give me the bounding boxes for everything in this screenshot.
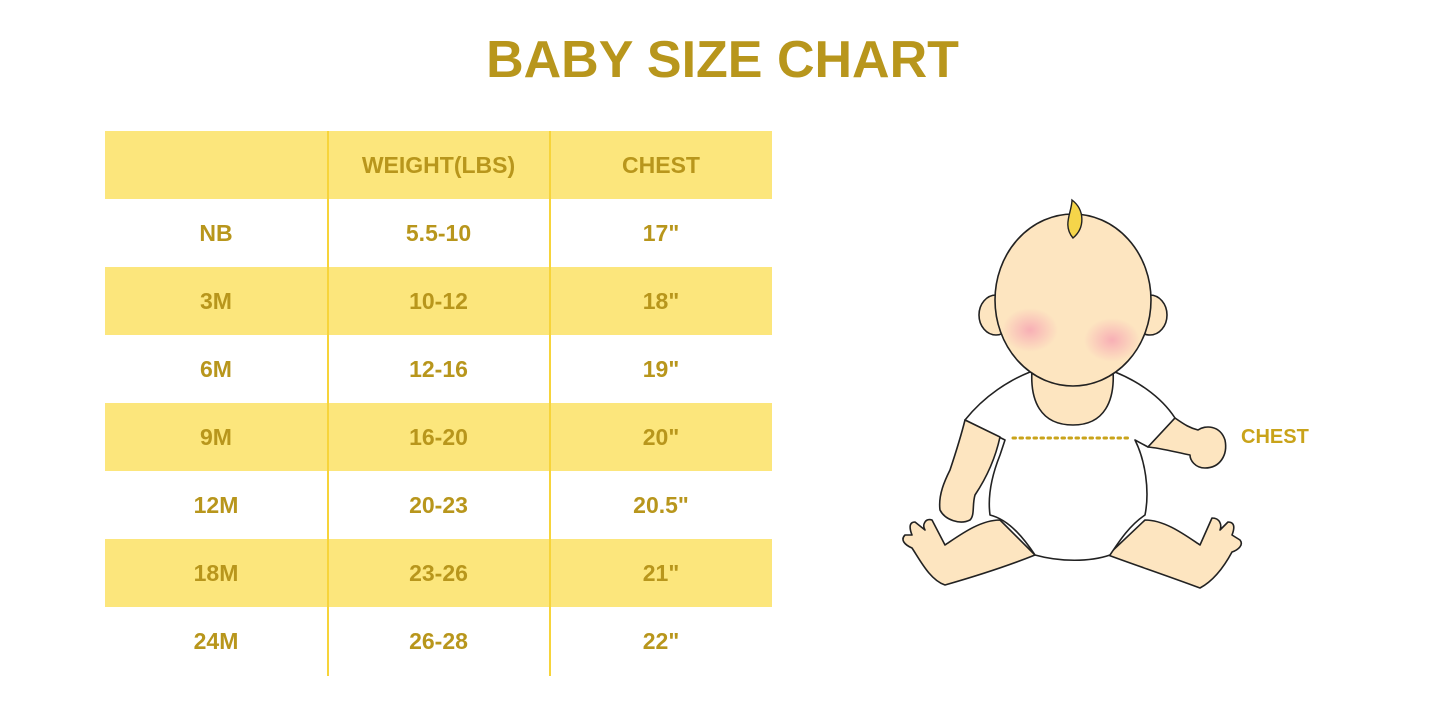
weight-cell: 26-28 xyxy=(409,627,468,654)
weight-cell: 20-23 xyxy=(409,491,468,518)
left-cheek xyxy=(1002,308,1058,352)
weight-cell: 12-16 xyxy=(409,355,468,382)
header-weight: WEIGHT(LBS) xyxy=(361,151,516,178)
chest-cell: 17" xyxy=(642,219,680,246)
column-divider xyxy=(549,131,551,676)
weight-cell: 10-12 xyxy=(409,287,468,314)
table-row: 12M 20-23 20.5" xyxy=(105,471,772,539)
table-row: NB 5.5-10 17" xyxy=(105,199,772,267)
chest-cell: 22" xyxy=(642,627,680,654)
page-title: BABY SIZE CHART xyxy=(486,31,959,89)
header-chest: CHEST xyxy=(622,151,700,178)
chest-cell: 18" xyxy=(642,287,680,314)
shirt xyxy=(964,371,1176,561)
weight-cell: 5.5-10 xyxy=(405,219,472,246)
size-cell: 18M xyxy=(193,559,239,586)
table-header-row: WEIGHT(LBS) CHEST xyxy=(105,131,772,199)
table-row: 6M 12-16 19" xyxy=(105,335,772,403)
size-cell: 9M xyxy=(200,423,232,450)
table-row: 9M 16-20 20" xyxy=(105,403,772,471)
weight-cell: 23-26 xyxy=(409,559,468,586)
left-arm xyxy=(938,419,1001,523)
table-row: 18M 23-26 21" xyxy=(105,539,772,607)
table-row: 24M 26-28 22" xyxy=(105,607,772,675)
size-cell: 6M xyxy=(200,355,232,382)
size-cell: 12M xyxy=(193,491,239,518)
right-leg xyxy=(1107,517,1243,589)
left-leg xyxy=(902,518,1036,586)
size-table: WEIGHT(LBS) CHEST NB 5.5-10 17" 3M 10-12 18" 6… xyxy=(105,131,772,675)
chest-cell: 21" xyxy=(642,559,680,586)
size-cell: 24M xyxy=(193,627,239,654)
column-divider xyxy=(327,131,329,676)
hair-curl xyxy=(1067,198,1083,239)
size-cell: NB xyxy=(199,219,233,246)
right-cheek xyxy=(1084,318,1140,362)
size-cell: 3M xyxy=(200,287,232,314)
chest-cell: 20.5" xyxy=(633,491,689,518)
table-row: 3M 10-12 18" xyxy=(105,267,772,335)
right-arm xyxy=(1147,417,1227,469)
head xyxy=(994,213,1152,387)
chest-label: CHEST xyxy=(1241,426,1309,448)
weight-cell: 16-20 xyxy=(409,423,468,450)
chest-cell: 20" xyxy=(642,423,680,450)
chest-cell: 19" xyxy=(642,355,680,382)
